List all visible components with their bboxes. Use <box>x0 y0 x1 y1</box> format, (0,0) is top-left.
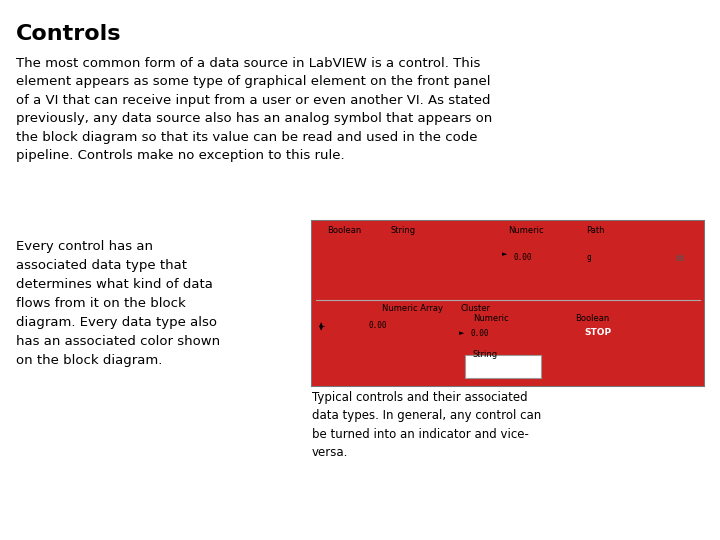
Text: String: String <box>390 226 415 235</box>
Text: ▲
▼: ▲ ▼ <box>320 322 324 332</box>
Ellipse shape <box>328 241 363 267</box>
FancyBboxPatch shape <box>667 245 691 271</box>
FancyBboxPatch shape <box>312 221 704 386</box>
Text: 0.00: 0.00 <box>471 329 489 338</box>
FancyBboxPatch shape <box>465 355 541 378</box>
Text: The most common form of a data source in LabVIEW is a control. This
element appe: The most common form of a data source in… <box>16 57 492 162</box>
Text: Every control has an
associated data type that
determines what kind of data
flow: Every control has an associated data typ… <box>16 240 220 367</box>
FancyBboxPatch shape <box>453 309 696 381</box>
FancyBboxPatch shape <box>465 322 522 345</box>
FancyBboxPatch shape <box>508 245 563 271</box>
FancyBboxPatch shape <box>585 245 665 271</box>
Text: Typical controls and their associated
data types. In general, any control can
be: Typical controls and their associated da… <box>312 392 541 458</box>
FancyBboxPatch shape <box>387 245 455 271</box>
FancyBboxPatch shape <box>315 312 330 342</box>
Text: Cluster: Cluster <box>461 303 491 313</box>
Text: 0.00: 0.00 <box>514 253 532 262</box>
Text: Numeric Array: Numeric Array <box>382 303 444 313</box>
Text: Numeric: Numeric <box>472 314 508 322</box>
Text: -: - <box>321 322 324 332</box>
FancyBboxPatch shape <box>336 314 357 337</box>
Text: String: String <box>472 350 498 359</box>
Text: Numeric: Numeric <box>508 226 544 235</box>
Text: g: g <box>586 253 591 262</box>
Text: ►: ► <box>459 330 464 336</box>
Text: Controls: Controls <box>16 24 122 44</box>
Text: STOP: STOP <box>585 328 612 337</box>
Text: Path: Path <box>586 226 605 235</box>
Text: ►: ► <box>502 251 507 258</box>
Text: Boolean: Boolean <box>328 226 361 235</box>
Text: 0.00: 0.00 <box>369 321 387 329</box>
Text: Boolean: Boolean <box>575 314 609 322</box>
Ellipse shape <box>342 245 364 264</box>
FancyBboxPatch shape <box>361 314 412 337</box>
Text: ▤: ▤ <box>675 253 683 262</box>
FancyBboxPatch shape <box>0 71 720 540</box>
